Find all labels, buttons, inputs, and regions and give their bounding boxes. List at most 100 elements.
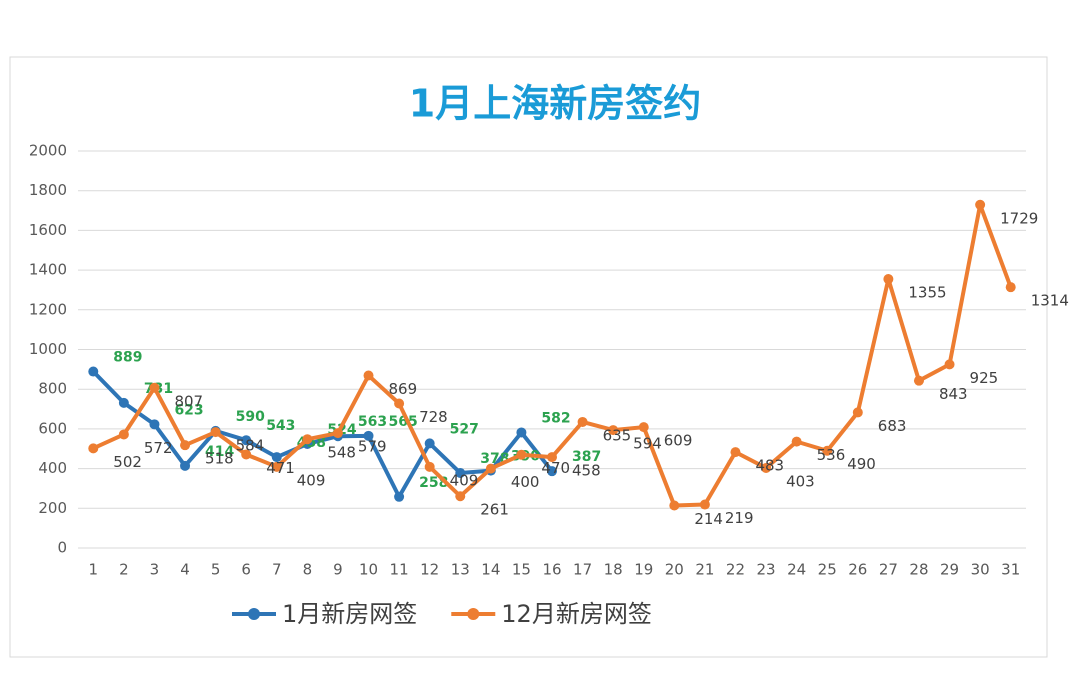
point — [149, 382, 160, 393]
point — [638, 422, 649, 433]
x-tick-label: 5 — [211, 561, 221, 579]
point — [608, 425, 619, 436]
point — [424, 461, 435, 472]
x-tick-label: 1 — [89, 561, 99, 579]
point — [394, 398, 405, 409]
point — [883, 274, 894, 285]
x-tick-label: 30 — [971, 561, 990, 579]
point — [271, 461, 282, 472]
y-tick-label: 0 — [57, 539, 67, 557]
point — [669, 500, 680, 511]
data-label: 518 — [205, 450, 234, 468]
data-label: 843 — [939, 385, 968, 403]
data-label: 563 — [358, 414, 387, 430]
x-tick-label: 22 — [726, 561, 745, 579]
x-tick-label: 2 — [119, 561, 129, 579]
data-label: 483 — [755, 457, 784, 475]
data-label: 471 — [266, 459, 295, 477]
x-tick-label: 18 — [604, 561, 623, 579]
series-line — [91, 370, 554, 499]
point — [913, 375, 924, 386]
data-label: 925 — [970, 369, 999, 387]
y-tick-label: 1800 — [29, 181, 67, 199]
point — [822, 445, 833, 456]
point — [271, 452, 282, 463]
data-label: 572 — [144, 439, 173, 457]
data-label: 470 — [541, 459, 570, 477]
legend-label: 12月新房网签 — [501, 600, 652, 628]
x-tick-label: 27 — [879, 561, 898, 579]
chart-frame — [9, 56, 1048, 658]
data-label: 409 — [297, 471, 326, 489]
x-tick-label: 29 — [940, 561, 959, 579]
x-tick-label: 23 — [757, 561, 776, 579]
data-label: 378 — [480, 451, 509, 467]
point — [180, 460, 191, 471]
data-label: 623 — [174, 402, 203, 418]
point — [332, 428, 343, 439]
x-tick-label: 25 — [818, 561, 837, 579]
point — [1005, 282, 1016, 293]
data-label: 261 — [480, 501, 509, 519]
point — [118, 429, 129, 440]
data-label: 728 — [419, 408, 448, 426]
y-tick-label: 1400 — [29, 261, 67, 279]
x-tick-label: 13 — [451, 561, 470, 579]
point — [424, 438, 435, 449]
x-tick-label: 20 — [665, 561, 684, 579]
data-label: 869 — [389, 380, 418, 398]
x-tick-label: 11 — [390, 561, 409, 579]
legend-marker — [467, 608, 480, 620]
y-tick-label: 2000 — [29, 142, 67, 160]
y-tick-label: 400 — [38, 459, 67, 477]
data-label: 527 — [450, 421, 479, 437]
x-tick-label: 19 — [634, 561, 653, 579]
x-tick-label: 31 — [1001, 561, 1020, 579]
data-label: 807 — [174, 392, 203, 410]
x-tick-label: 16 — [542, 561, 561, 579]
point — [88, 366, 99, 377]
point — [363, 370, 374, 381]
point — [852, 407, 863, 418]
point — [485, 463, 496, 474]
point — [210, 427, 221, 438]
data-label: 543 — [266, 418, 295, 434]
data-label: 219 — [725, 509, 754, 527]
data-label: 548 — [327, 444, 356, 462]
point — [363, 430, 374, 441]
x-tick-label: 8 — [303, 561, 313, 579]
point — [730, 447, 741, 458]
point — [302, 434, 313, 445]
point — [761, 463, 772, 474]
data-label: 609 — [664, 432, 693, 450]
data-label: 387 — [572, 449, 601, 465]
legend-label: 1月新房网签 — [282, 600, 417, 628]
point — [394, 491, 405, 502]
data-label: 414 — [205, 444, 234, 460]
point — [944, 359, 955, 370]
x-tick-label: 17 — [573, 561, 592, 579]
data-label: 409 — [450, 471, 479, 489]
chart-title: 1月上海新房签约 — [409, 82, 701, 126]
point — [149, 419, 160, 430]
x-tick-label: 21 — [695, 561, 714, 579]
y-tick-label: 1000 — [29, 340, 67, 358]
point — [699, 499, 710, 510]
data-label: 214 — [694, 510, 723, 528]
data-label: 582 — [541, 410, 570, 426]
x-tick-label: 28 — [909, 561, 928, 579]
data-label: 490 — [847, 455, 876, 473]
x-tick-label: 12 — [420, 561, 439, 579]
data-label: 889 — [113, 350, 142, 366]
data-label: 536 — [817, 446, 846, 464]
point — [180, 440, 191, 451]
x-tick-label: 26 — [848, 561, 867, 579]
data-label: 1729 — [1000, 209, 1038, 227]
y-tick-label: 600 — [38, 419, 67, 437]
point — [88, 443, 99, 454]
point — [241, 435, 252, 446]
x-tick-label: 14 — [481, 561, 500, 579]
data-label: 579 — [358, 438, 387, 456]
data-label: 502 — [113, 453, 142, 471]
x-tick-label: 7 — [272, 561, 282, 579]
